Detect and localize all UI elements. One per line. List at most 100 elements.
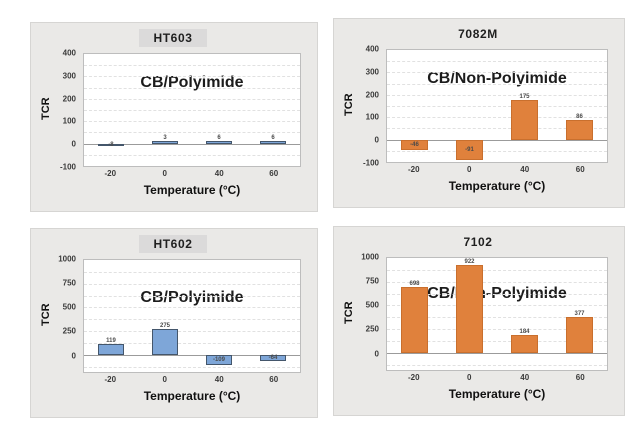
y-tick-label: -100 bbox=[59, 162, 76, 172]
bar-value-label: -8 bbox=[108, 141, 114, 148]
x-tick-label: 40 bbox=[520, 165, 530, 174]
bar: 184 bbox=[511, 329, 538, 353]
gridline bbox=[84, 319, 300, 321]
bar: 119 bbox=[98, 338, 124, 355]
plot-frame: 1000 750 500 250 0 CB/Polyimide 119 275 -109 -6… bbox=[58, 255, 301, 373]
bar-value-label: 698 bbox=[409, 280, 420, 287]
chart-body: TCR 1000 750 500 250 0 CB/Polyimide 119 275 -1… bbox=[39, 255, 307, 403]
bar-value-label: 119 bbox=[106, 337, 116, 344]
y-tick-label: 400 bbox=[62, 48, 76, 58]
x-tick-label: -20 bbox=[104, 375, 117, 384]
x-tick-label: -20 bbox=[407, 373, 420, 382]
gridline bbox=[387, 341, 607, 343]
gridline bbox=[387, 269, 607, 271]
x-tick-label: 0 bbox=[162, 375, 167, 384]
x-tick-label: 60 bbox=[269, 375, 279, 384]
x-axis-ticks: -20 0 40 60 bbox=[83, 169, 301, 182]
zero-axis-line bbox=[387, 352, 607, 354]
bar: -8 bbox=[98, 141, 124, 148]
gridline bbox=[387, 106, 607, 107]
gridline bbox=[387, 364, 607, 366]
bar: 377 bbox=[566, 311, 593, 353]
gridline bbox=[387, 61, 607, 63]
y-tick-label: 0 bbox=[71, 139, 76, 149]
y-tick-label: 100 bbox=[365, 112, 379, 122]
bar: -91 bbox=[456, 139, 483, 160]
y-tick-label: 250 bbox=[62, 326, 76, 336]
x-tick-label: 40 bbox=[520, 373, 530, 382]
chart-title: HT603 bbox=[139, 29, 207, 47]
gridline bbox=[84, 110, 300, 111]
chart-panel-ht603: HT603 TCR 400 300 200 100 0 -100 CB/Polyimide… bbox=[30, 22, 318, 212]
bar: 698 bbox=[401, 281, 428, 353]
gridline bbox=[84, 295, 300, 297]
x-tick-label: 0 bbox=[162, 169, 167, 178]
x-tick-label: 60 bbox=[575, 373, 585, 382]
y-axis-ticks: 1000 750 500 250 0 bbox=[356, 253, 383, 371]
x-axis-ticks: -20 0 40 60 bbox=[386, 373, 608, 386]
x-tick-label: 0 bbox=[467, 165, 472, 174]
plot-annotation: CB/Polyimide bbox=[140, 289, 244, 307]
bar: 86 bbox=[566, 114, 593, 140]
gridline bbox=[84, 307, 300, 309]
x-tick-label: 40 bbox=[214, 169, 224, 178]
bar-value-label: 275 bbox=[159, 322, 170, 329]
x-axis-title: Temperature (°C) bbox=[448, 179, 546, 193]
y-tick-label: 500 bbox=[365, 300, 379, 310]
x-tick-label: 60 bbox=[575, 165, 585, 174]
chart-title-row: 7082M bbox=[342, 25, 614, 47]
y-axis-ticks: 1000 750 500 250 0 bbox=[53, 255, 80, 373]
gridline bbox=[387, 94, 607, 96]
plot-column: 1000 750 500 250 0 CB/Non-Polyimide 698 922 18… bbox=[356, 253, 614, 401]
gridline bbox=[84, 366, 300, 368]
x-axis-title: Temperature (°C) bbox=[143, 183, 241, 197]
chart-title-row: HT602 bbox=[39, 235, 307, 257]
bar-value-label: -109 bbox=[212, 357, 225, 364]
gridline bbox=[387, 317, 607, 319]
bar-value-label: 86 bbox=[576, 114, 583, 121]
bar: -46 bbox=[401, 139, 428, 150]
bar-value-label: 3 bbox=[163, 134, 167, 141]
y-tick-label: 300 bbox=[365, 67, 379, 77]
plot-frame: 1000 750 500 250 0 CB/Non-Polyimide 698 922 18… bbox=[361, 253, 608, 371]
gridline bbox=[84, 343, 300, 345]
x-axis-ticks: -20 0 40 60 bbox=[386, 165, 608, 178]
bar-value-label: -91 bbox=[465, 146, 474, 153]
plot-column: 400 300 200 100 0 -100 CB/Non-Polyimide -46 -9… bbox=[356, 45, 614, 193]
y-tick-label: 300 bbox=[62, 71, 76, 81]
bar-value-label: 175 bbox=[519, 94, 530, 101]
gridline bbox=[387, 305, 607, 307]
gridline bbox=[387, 83, 607, 85]
gridline bbox=[84, 154, 300, 156]
bar-value-label: 377 bbox=[574, 311, 585, 318]
bar: -109 bbox=[206, 354, 232, 366]
bar: 175 bbox=[511, 94, 538, 140]
plot-column: 400 300 200 100 0 -100 CB/Polyimide -8 3 6 6 -20… bbox=[53, 49, 307, 197]
chart-body: TCR 1000 750 500 250 0 CB/Non-Polyimide 698 9… bbox=[342, 253, 614, 401]
gridline bbox=[387, 293, 607, 295]
gridline bbox=[387, 128, 607, 130]
bar-value-label: -46 bbox=[410, 141, 419, 148]
y-axis-ticks: 400 300 200 100 0 -100 bbox=[356, 45, 383, 168]
y-tick-label: 750 bbox=[62, 278, 76, 288]
y-axis-title: TCR bbox=[40, 303, 52, 327]
bar: 3 bbox=[152, 135, 178, 144]
chart-body: TCR 400 300 200 100 0 -100 CB/Polyimide -8 3 6 6… bbox=[39, 49, 307, 197]
bar-value-label: 6 bbox=[217, 134, 221, 141]
bar: 922 bbox=[456, 259, 483, 353]
bar: 6 bbox=[206, 135, 232, 144]
chart-title: 7102 bbox=[463, 235, 493, 249]
y-axis-title: TCR bbox=[343, 93, 355, 117]
chart-title: HT602 bbox=[139, 235, 207, 253]
bar: 6 bbox=[260, 135, 286, 144]
x-tick-label: 60 bbox=[269, 169, 279, 178]
x-tick-label: -20 bbox=[104, 169, 117, 178]
gridline bbox=[387, 281, 607, 283]
gridline bbox=[84, 98, 300, 100]
plot-area: CB/Polyimide -8 3 6 6 bbox=[83, 53, 301, 167]
y-tick-label: 200 bbox=[62, 94, 76, 104]
y-tick-label: 1000 bbox=[361, 252, 379, 262]
plot-annotation: CB/Polyimide bbox=[140, 74, 244, 92]
plot-frame: 400 300 200 100 0 -100 CB/Polyimide -8 3 6 6 bbox=[60, 49, 301, 172]
chart-title: 7082M bbox=[458, 27, 498, 41]
